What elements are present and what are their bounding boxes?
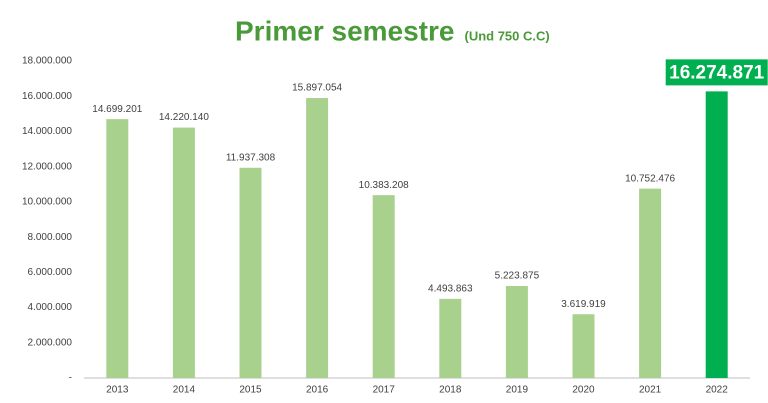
- y-tick-label: -: [69, 373, 72, 384]
- bar: [172, 127, 195, 378]
- value-label: 3.619.919: [561, 299, 606, 310]
- bar: [306, 98, 329, 378]
- value-label: 16.274.871: [669, 62, 765, 83]
- y-tick-label: 8.000.000: [28, 232, 73, 243]
- x-tick-label: 2017: [373, 385, 396, 396]
- value-label: 4.493.863: [428, 283, 473, 294]
- bar: [572, 314, 595, 378]
- bar: [505, 286, 528, 378]
- bar: [106, 119, 129, 378]
- value-label: 14.699.201: [92, 104, 142, 115]
- value-label: 5.223.875: [495, 271, 540, 282]
- bar: [239, 167, 262, 378]
- value-label: 10.752.476: [625, 173, 675, 184]
- x-tick-label: 2015: [239, 385, 262, 396]
- value-label: 10.383.208: [359, 180, 409, 191]
- x-tick-label: 2020: [572, 385, 595, 396]
- x-tick-label: 2013: [106, 385, 129, 396]
- value-label: 11.937.308: [226, 152, 276, 163]
- y-tick-label: 14.000.000: [22, 126, 72, 137]
- y-tick-label: 6.000.000: [28, 267, 73, 278]
- bar: [372, 195, 395, 378]
- bar: [705, 91, 728, 378]
- y-tick-label: 2.000.000: [28, 337, 73, 348]
- x-tick-label: 2018: [439, 385, 462, 396]
- value-label: 15.897.054: [292, 83, 342, 94]
- bar: [439, 298, 462, 378]
- chart-subtitle: (Und 750 C.C): [464, 28, 549, 43]
- x-tick-label: 2016: [306, 385, 329, 396]
- x-tick-label: 2014: [173, 385, 196, 396]
- chart-title: Primer semestre: [235, 15, 454, 46]
- x-tick-label: 2021: [639, 385, 662, 396]
- value-label: 14.220.140: [159, 112, 209, 123]
- value-label-box: [665, 59, 768, 86]
- y-tick-label: 18.000.000: [22, 56, 72, 67]
- y-tick-label: 4.000.000: [28, 302, 73, 313]
- bar: [639, 188, 662, 378]
- y-tick-label: 16.000.000: [22, 91, 72, 102]
- x-tick-label: 2019: [506, 385, 529, 396]
- y-tick-label: 10.000.000: [22, 197, 72, 208]
- y-tick-label: 12.000.000: [22, 161, 72, 172]
- x-tick-label: 2022: [706, 385, 729, 396]
